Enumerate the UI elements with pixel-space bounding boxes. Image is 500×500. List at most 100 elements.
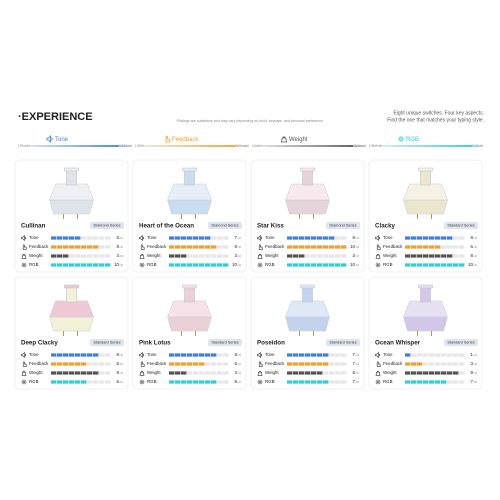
icon-shape [258,263,262,267]
bar-track [223,353,229,357]
bar-segment [69,371,75,375]
bar-track [435,362,441,366]
bar-segment [317,245,323,249]
series-badge [444,339,478,346]
rating-suffix: /10 [474,353,478,357]
bar-segment [323,245,329,249]
bar-segment [323,362,329,366]
aspect-label: Tone [147,235,157,240]
bar-segment [435,380,441,384]
switch-top [167,300,212,318]
bar-segment [311,353,317,357]
aspect-icon [46,135,53,143]
rating-value: 8 [235,244,238,249]
switch-card[interactable]: Pink Lotus Standard Series Tone 8/10 Feedbac… [132,276,247,390]
bar-segment [323,380,329,384]
bar-segment [75,380,81,384]
switch-stem-cross [418,284,433,289]
rating-bar [51,353,99,357]
rating-suffix: /10 [356,353,360,357]
bar-segment [323,236,329,240]
bar-track [429,353,435,357]
rating-value: 6 [117,361,120,366]
bar-track [341,236,347,240]
bar-segment [423,380,429,384]
switch-card[interactable]: Poseidon Standard Series Tone 7/10 Feedback 7… [250,276,365,390]
switch-bottom [49,316,94,332]
legend-high: 10 (Vivid) [472,144,483,148]
bar-track [305,254,311,258]
switch-card[interactable]: Ocean Whisper Standard Series Tone 1/10 Feed… [368,276,483,390]
bar-segment [63,254,69,258]
bar-track [99,254,105,258]
bar-segment [317,380,323,384]
bar-track [217,236,223,240]
switch-card[interactable]: Deep Clacky Standard Series Tone 8/10 Feedba… [14,276,129,390]
rating-bar [287,371,323,375]
bar-segment [293,263,299,267]
bar-segment [293,362,299,366]
bar-track [193,371,199,375]
bar-segment [335,245,341,249]
bar-track [411,353,417,357]
rating-suffix: /10 [474,263,478,267]
bar-segment [441,371,447,375]
bar-track [105,254,111,258]
switch-card[interactable]: Clacky Standard Series Tone 8/10 Feedback 6/1… [368,159,483,273]
icon-shape [258,244,263,250]
switch-top [285,183,330,201]
bar-segment [453,263,459,267]
bar-segment [175,380,181,384]
bar-segment [323,353,329,357]
bar-track [453,362,459,366]
tagline: Find the one that matches your typing st… [387,117,484,123]
bar-segment [175,245,181,249]
bar-track [329,362,335,366]
bar-segment [181,254,187,258]
switch-top [49,183,94,201]
bar-segment [63,380,69,384]
bar-segment [57,236,63,240]
bar-segment [181,263,187,267]
bar-segment [299,236,305,240]
switch-card[interactable]: Heart of the Ocean Diamond Series Tone 7/10… [132,159,247,273]
aspect-label: Feedback [147,361,167,366]
bar-segment [63,353,69,357]
aspect-icon [376,361,381,367]
bar-track [87,380,93,384]
switch-top [285,300,330,318]
icon-ray [402,136,404,138]
legend-high: 10 (Heavy) [353,144,366,148]
icon-shape [22,361,27,367]
bar-track [105,245,111,249]
aspect-icon [257,234,262,242]
rating-bar [51,245,99,249]
bar-track [223,371,229,375]
legend-gradient [369,145,483,147]
icon-shape [399,137,403,141]
card-bg [368,276,483,390]
bar-segment [311,362,317,366]
rating-suffix: /10 [474,236,478,240]
bar-segment [311,263,317,267]
bar-segment [51,371,57,375]
rating-suffix: /10 [120,362,124,366]
bar-segment [69,263,75,267]
rating-suffix: /10 [120,245,124,249]
bar-track [93,254,99,258]
bar-track [453,245,459,249]
bar-track [335,380,341,384]
rating-bar [405,245,441,249]
rating-value: 3 [235,370,238,375]
bar-track [199,371,205,375]
bar-segment [405,245,411,249]
bar-segment [93,353,99,357]
bar-segment [411,380,417,384]
rating-suffix: /10 [120,371,124,375]
bar-segment [81,371,87,375]
switch-card[interactable]: Star Kiss Diamond Series Tone 8/10 Feedback 1… [250,159,365,273]
bar-track [105,353,111,357]
switch-stem [184,169,195,186]
aspect-label: Feedback [29,244,49,249]
